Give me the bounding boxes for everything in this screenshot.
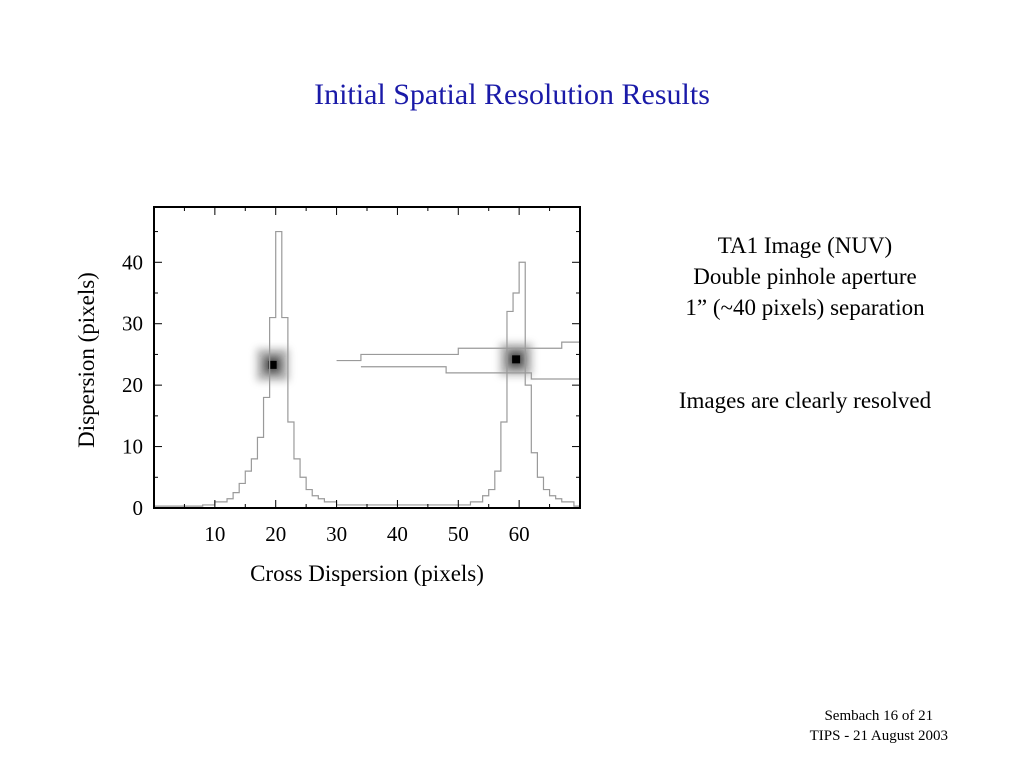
x-tick-label-60: 60 — [509, 522, 530, 546]
x-tick-label-30: 30 — [326, 522, 347, 546]
info-panel: TA1 Image (NUV) Double pinhole aperture … — [630, 230, 980, 416]
y-tick-label-10: 10 — [122, 435, 143, 459]
spot-1 — [256, 348, 289, 381]
x-tick-label-50: 50 — [448, 522, 469, 546]
info-conclusion: Images are clearly resolved — [678, 388, 932, 413]
footer-slide-number: Sembach 16 of 21 — [824, 708, 934, 724]
slide-title: Initial Spatial Resolution Results — [314, 78, 710, 111]
footer-event-date: TIPS - 21 August 2003 — [809, 728, 948, 744]
info-line-1: TA1 Image (NUV) — [717, 233, 893, 258]
x-tick-label-20: 20 — [265, 522, 286, 546]
x-axis-label: Cross Dispersion (pixels) — [250, 561, 484, 586]
x-tick-label-40: 40 — [387, 522, 408, 546]
x-tick-label-10: 10 — [204, 522, 225, 546]
y-tick-label-0: 0 — [133, 496, 144, 520]
y-axis-label: Dispersion (pixels) — [74, 272, 99, 448]
footer: Sembach 16 of 21 TIPS - 21 August 2003 — [810, 706, 948, 746]
y-tick-label-40: 40 — [122, 250, 143, 274]
dispersion-profile-upper — [336, 341, 580, 362]
y-tick-label-30: 30 — [122, 312, 143, 336]
spatial-resolution-chart: 10 20 30 40 50 60 0 10 20 30 40 Cross Dispersion (… — [74, 206, 581, 586]
y-tick-label-20: 20 — [122, 373, 143, 397]
info-line-2: Double pinhole aperture — [693, 264, 917, 289]
profiles-layer — [154, 230, 580, 507]
dispersion-profile-lower — [360, 366, 580, 380]
cross-dispersion-profile — [154, 230, 580, 507]
info-line-3: 1” (~40 pixels) separation — [685, 295, 925, 320]
ticks-layer: 10 20 30 40 50 60 0 10 20 30 40 — [122, 207, 580, 546]
